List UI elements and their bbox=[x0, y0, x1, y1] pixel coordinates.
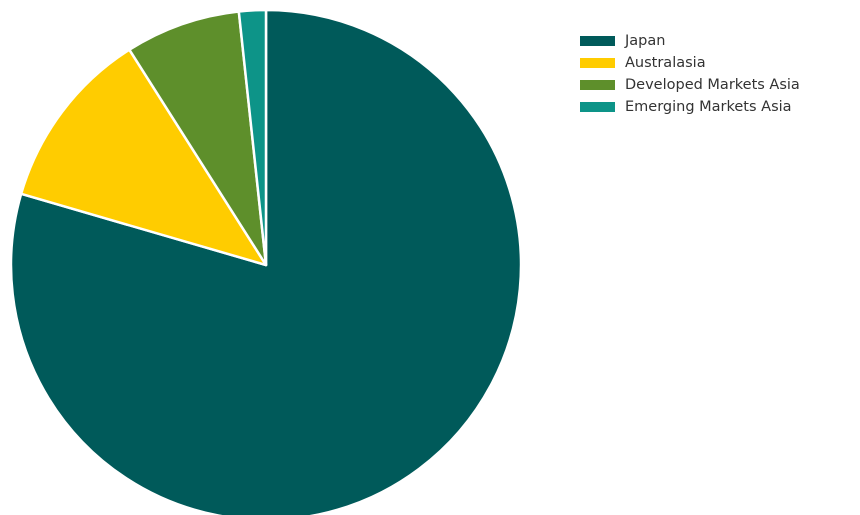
legend-swatch-emerging-markets-asia bbox=[580, 102, 615, 112]
legend-swatch-japan bbox=[580, 36, 615, 46]
pie-slice-developed-markets-asia bbox=[128, 10, 268, 267]
legend-label-australasia: Australasia bbox=[625, 55, 706, 71]
pie-slice-australasia bbox=[19, 48, 268, 267]
legend-swatch-developed-markets-asia bbox=[580, 80, 615, 90]
pie-slice-emerging-markets-asia bbox=[237, 8, 268, 267]
legend-label-developed-markets-asia: Developed Markets Asia bbox=[625, 77, 800, 93]
pie-plot-area bbox=[9, 8, 523, 515]
legend-entry-emerging-markets-asia: Emerging Markets Asia bbox=[580, 96, 800, 118]
legend-entry-japan: Japan bbox=[580, 30, 800, 52]
legend-entry-australasia: Australasia bbox=[580, 52, 800, 74]
chart-legend: Japan Australasia Developed Markets Asia… bbox=[580, 30, 800, 118]
legend-entry-developed-markets-asia: Developed Markets Asia bbox=[580, 74, 800, 96]
legend-label-japan: Japan bbox=[625, 33, 666, 49]
legend-swatch-australasia bbox=[580, 58, 615, 68]
legend-label-emerging-markets-asia: Emerging Markets Asia bbox=[625, 99, 792, 115]
